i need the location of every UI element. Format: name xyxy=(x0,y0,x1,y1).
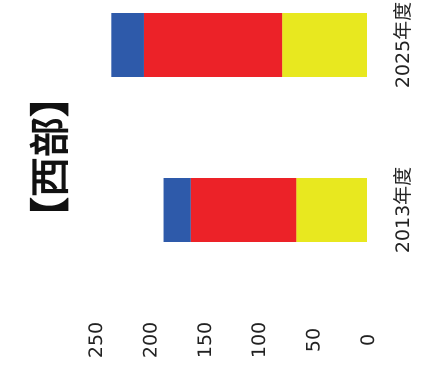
value-axis-ticks: 0 50 100 150 200 250 xyxy=(85,322,379,358)
value-tick-label: 200 xyxy=(139,322,161,358)
bar-segment-1-1 xyxy=(143,13,283,77)
bar-segment-1-2 xyxy=(111,13,144,77)
value-tick-label: 150 xyxy=(194,322,216,358)
value-tick-label: 50 xyxy=(303,328,325,352)
category-label: 2025年度 xyxy=(392,2,414,88)
bar-segment-0-2 xyxy=(163,178,191,242)
bar-segment-0-1 xyxy=(190,178,297,242)
value-tick-label: 0 xyxy=(357,334,379,346)
value-tick-label: 100 xyxy=(248,322,270,358)
chart-title: 【西部】 xyxy=(28,77,74,237)
category-labels: 2013年度 2025年度 xyxy=(392,2,414,253)
bar-segment-1-0 xyxy=(282,13,367,77)
bars xyxy=(111,13,367,242)
bar-segment-0-0 xyxy=(296,178,367,242)
value-tick-label: 250 xyxy=(85,322,107,358)
category-label: 2013年度 xyxy=(392,167,414,253)
